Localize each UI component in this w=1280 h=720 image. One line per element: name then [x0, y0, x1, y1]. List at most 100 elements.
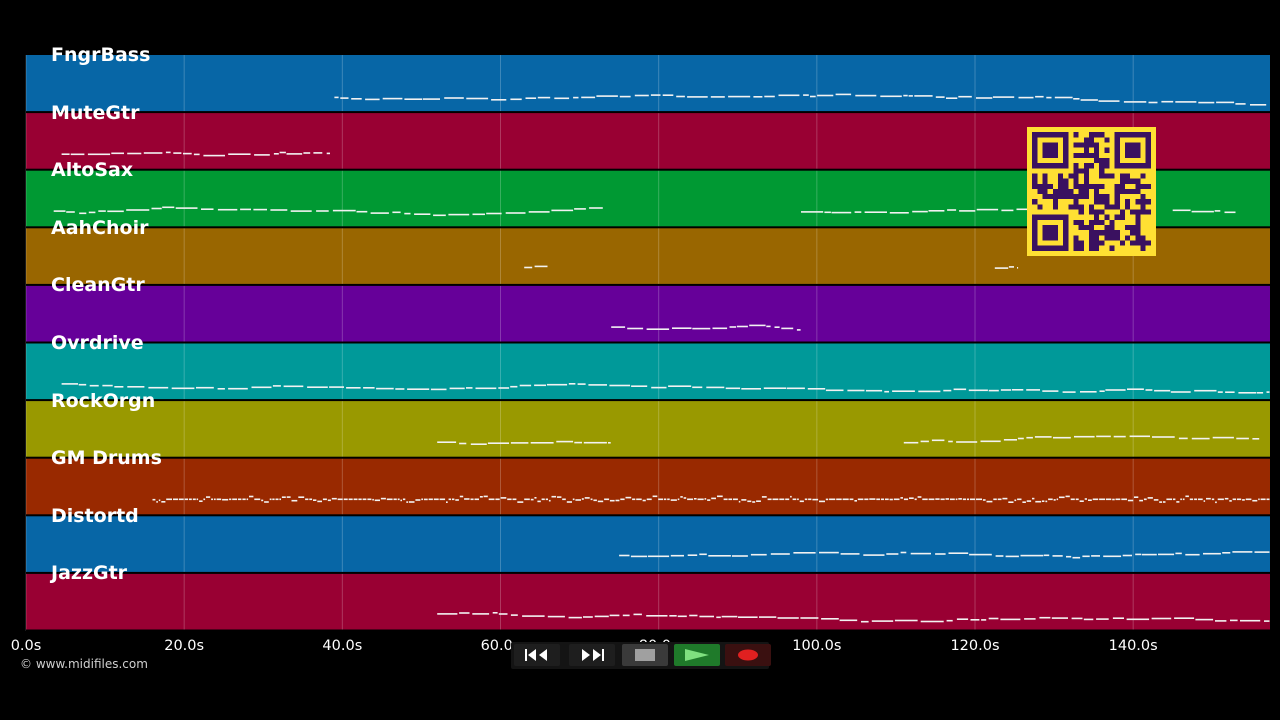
- midi-note: [1197, 498, 1203, 501]
- midi-note: [611, 326, 626, 328]
- midi-note: [731, 555, 748, 557]
- copyright-text: © www.midifiles.com: [20, 657, 148, 671]
- midi-note: [449, 387, 465, 390]
- midi-note: [753, 96, 763, 98]
- midi-note: [61, 153, 70, 155]
- midi-note: [786, 387, 805, 390]
- midi-note: [1026, 389, 1040, 391]
- midi-note: [855, 94, 877, 97]
- midi-note: [1096, 618, 1109, 620]
- fast-forward-button[interactable]: [569, 644, 615, 666]
- midi-note: [821, 618, 839, 620]
- record-button[interactable]: [725, 644, 771, 666]
- midi-note: [148, 386, 169, 389]
- midi-note: [162, 206, 175, 209]
- midi-note: [619, 554, 630, 557]
- midi-note: [498, 613, 508, 615]
- midi-note: [551, 209, 574, 212]
- midi-note: [988, 617, 999, 620]
- midi-note: [534, 497, 537, 499]
- midi-note: [380, 497, 386, 500]
- midi-note: [812, 498, 819, 501]
- midi-note: [854, 500, 857, 502]
- midi-note: [646, 498, 652, 501]
- midi-note: [687, 554, 698, 556]
- play-button[interactable]: [674, 644, 720, 666]
- midi-note: [1066, 555, 1072, 558]
- midi-note: [609, 499, 615, 502]
- midi-note: [556, 440, 574, 443]
- midi-note: [847, 389, 865, 392]
- midi-note: [935, 553, 946, 555]
- midi-note: [1105, 389, 1126, 391]
- midi-note: [356, 210, 368, 213]
- midi-note: [1082, 555, 1090, 558]
- midi-note: [512, 498, 517, 501]
- midi-note: [305, 498, 309, 501]
- track-label: MuteGtr: [51, 101, 140, 124]
- midi-note: [876, 498, 881, 501]
- stop-button[interactable]: [622, 644, 668, 666]
- midi-note: [126, 209, 150, 211]
- midi-note: [634, 94, 649, 97]
- midi-note: [752, 501, 756, 503]
- midi-note: [249, 495, 254, 498]
- midi-note: [687, 96, 708, 98]
- midi-note: [1043, 554, 1050, 557]
- midi-note: [1230, 619, 1238, 622]
- midi-note: [395, 388, 405, 390]
- midi-note: [849, 498, 854, 501]
- midi-note: [1232, 551, 1253, 553]
- midi-note: [193, 153, 200, 156]
- midi-note: [981, 619, 987, 621]
- midi-note: [583, 616, 593, 618]
- midi-note: [1203, 552, 1221, 555]
- midi-note: [575, 499, 581, 501]
- midi-note: [958, 95, 972, 98]
- rewind-button[interactable]: [514, 644, 560, 666]
- midi-note: [372, 498, 374, 501]
- midi-note: [953, 388, 967, 391]
- track-label: GM Drums: [51, 447, 162, 470]
- midi-note: [948, 440, 953, 443]
- midi-note: [1222, 552, 1231, 554]
- midi-note: [912, 210, 928, 213]
- midi-note: [184, 498, 188, 501]
- track-divider: [26, 629, 1270, 632]
- midi-note: [1153, 499, 1159, 501]
- midi-note: [455, 499, 459, 501]
- midi-note: [446, 501, 448, 503]
- midi-note: [1135, 553, 1142, 556]
- midi-note: [631, 385, 648, 387]
- midi-note: [348, 498, 353, 501]
- midi-note: [313, 499, 317, 501]
- midi-note: [733, 498, 738, 501]
- midi-note: [1240, 619, 1261, 622]
- midi-note: [228, 387, 248, 390]
- midi-note: [1074, 435, 1095, 438]
- midi-note: [1211, 498, 1215, 501]
- midi-note: [1088, 499, 1092, 501]
- midi-note: [1159, 501, 1163, 503]
- midi-note: [488, 498, 495, 501]
- midi-note: [646, 328, 670, 330]
- midi-note: [156, 501, 158, 503]
- midi-note: [956, 441, 978, 443]
- midi-note: [370, 212, 389, 214]
- midi-note: [382, 97, 403, 100]
- midi-note: [351, 98, 362, 100]
- midi-note: [935, 498, 940, 500]
- midi-note: [1129, 435, 1150, 438]
- midi-note: [1052, 555, 1063, 557]
- midi-note: [214, 498, 216, 501]
- midi-note: [264, 501, 269, 503]
- midi-note: [1071, 617, 1083, 620]
- midi-note: [459, 442, 467, 445]
- midi-note: [498, 387, 510, 389]
- midi-note: [886, 553, 899, 555]
- midi-note: [495, 498, 500, 501]
- midi-note: [279, 498, 281, 501]
- midi-note: [1032, 497, 1035, 500]
- midi-note: [451, 498, 455, 501]
- midi-note: [717, 495, 723, 498]
